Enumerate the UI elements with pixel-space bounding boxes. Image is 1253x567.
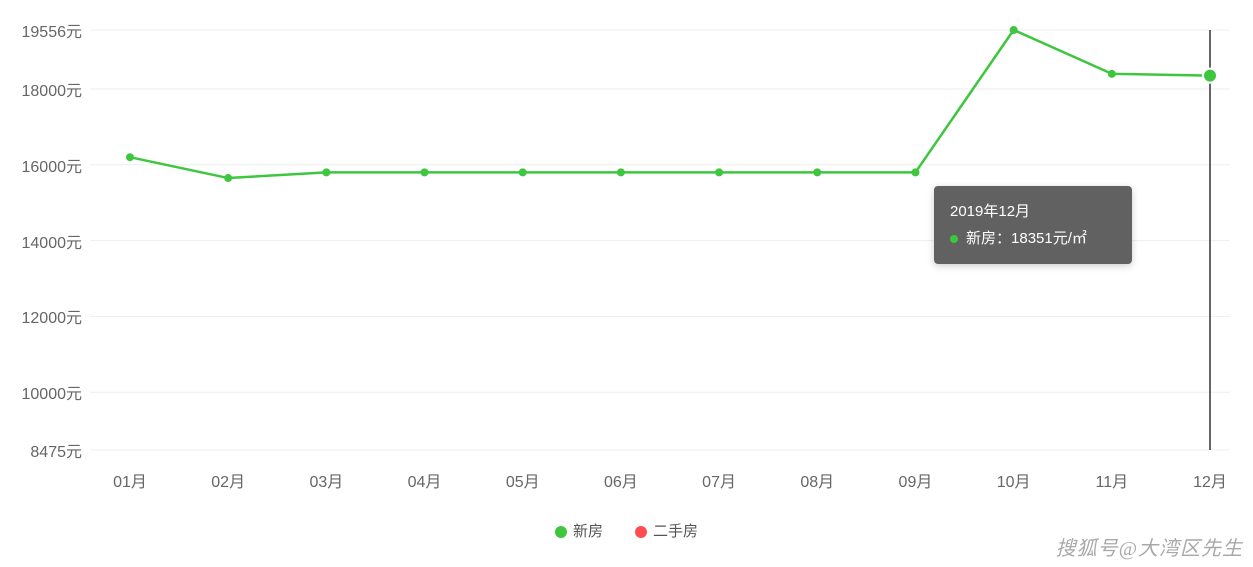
x-axis: 01月 02月 03月 04月 05月 06月 07月 08月 09月 10月 11月 12月 bbox=[90, 460, 1230, 500]
data-point bbox=[421, 168, 429, 176]
watermark: 搜狐号@大湾区先生 bbox=[1056, 532, 1243, 561]
series-line bbox=[130, 30, 1210, 178]
x-tick-label: 04月 bbox=[408, 468, 442, 492]
x-tick-label: 06月 bbox=[604, 468, 638, 492]
x-tick-label: 07月 bbox=[702, 468, 736, 492]
data-point bbox=[813, 168, 821, 176]
legend-swatch-icon bbox=[555, 526, 567, 538]
x-tick-label: 05月 bbox=[506, 468, 540, 492]
y-axis: 8475元 10000元 12000元 14000元 16000元 18000元 19556… bbox=[0, 0, 90, 480]
y-tick-label: 19556元 bbox=[22, 18, 83, 42]
y-tick-label: 10000元 bbox=[22, 380, 83, 404]
data-point bbox=[1010, 26, 1018, 34]
x-tick-label: 02月 bbox=[211, 468, 245, 492]
legend-item[interactable]: 二手房 bbox=[635, 520, 698, 541]
legend-label: 新房 bbox=[573, 523, 603, 540]
x-tick-label: 09月 bbox=[899, 468, 933, 492]
hover-tooltip: 2019年12月 新房：18351元/㎡ bbox=[934, 186, 1132, 264]
data-point bbox=[715, 168, 723, 176]
x-tick-label: 10月 bbox=[997, 468, 1031, 492]
tooltip-dot-icon bbox=[950, 235, 958, 243]
data-point bbox=[224, 174, 232, 182]
tooltip-title: 2019年12月 bbox=[950, 198, 1116, 225]
data-point bbox=[1108, 70, 1116, 78]
data-point bbox=[322, 168, 330, 176]
data-point bbox=[126, 153, 134, 161]
tooltip-value: 18351元/㎡ bbox=[1011, 230, 1087, 247]
legend-item[interactable]: 新房 bbox=[555, 520, 603, 541]
tooltip-series-label: 新房： bbox=[966, 230, 1011, 247]
data-point bbox=[617, 168, 625, 176]
legend-label: 二手房 bbox=[653, 523, 698, 540]
x-tick-label: 11月 bbox=[1096, 468, 1129, 492]
price-trend-chart: 8475元 10000元 12000元 14000元 16000元 18000元 19556… bbox=[0, 0, 1253, 567]
y-tick-label: 12000元 bbox=[22, 304, 83, 328]
tooltip-row: 新房：18351元/㎡ bbox=[950, 225, 1116, 252]
legend-swatch-icon bbox=[635, 526, 647, 538]
data-point bbox=[519, 168, 527, 176]
y-tick-label: 8475元 bbox=[30, 438, 82, 462]
y-tick-label: 16000元 bbox=[22, 153, 83, 177]
x-tick-label: 12月 bbox=[1193, 468, 1227, 492]
x-tick-label: 08月 bbox=[800, 468, 834, 492]
hover-highlight-point bbox=[1203, 69, 1217, 83]
x-tick-label: 03月 bbox=[309, 468, 343, 492]
data-point bbox=[911, 168, 919, 176]
x-tick-label: 01月 bbox=[113, 468, 147, 492]
y-tick-label: 14000元 bbox=[22, 229, 83, 253]
y-tick-label: 18000元 bbox=[22, 77, 83, 101]
